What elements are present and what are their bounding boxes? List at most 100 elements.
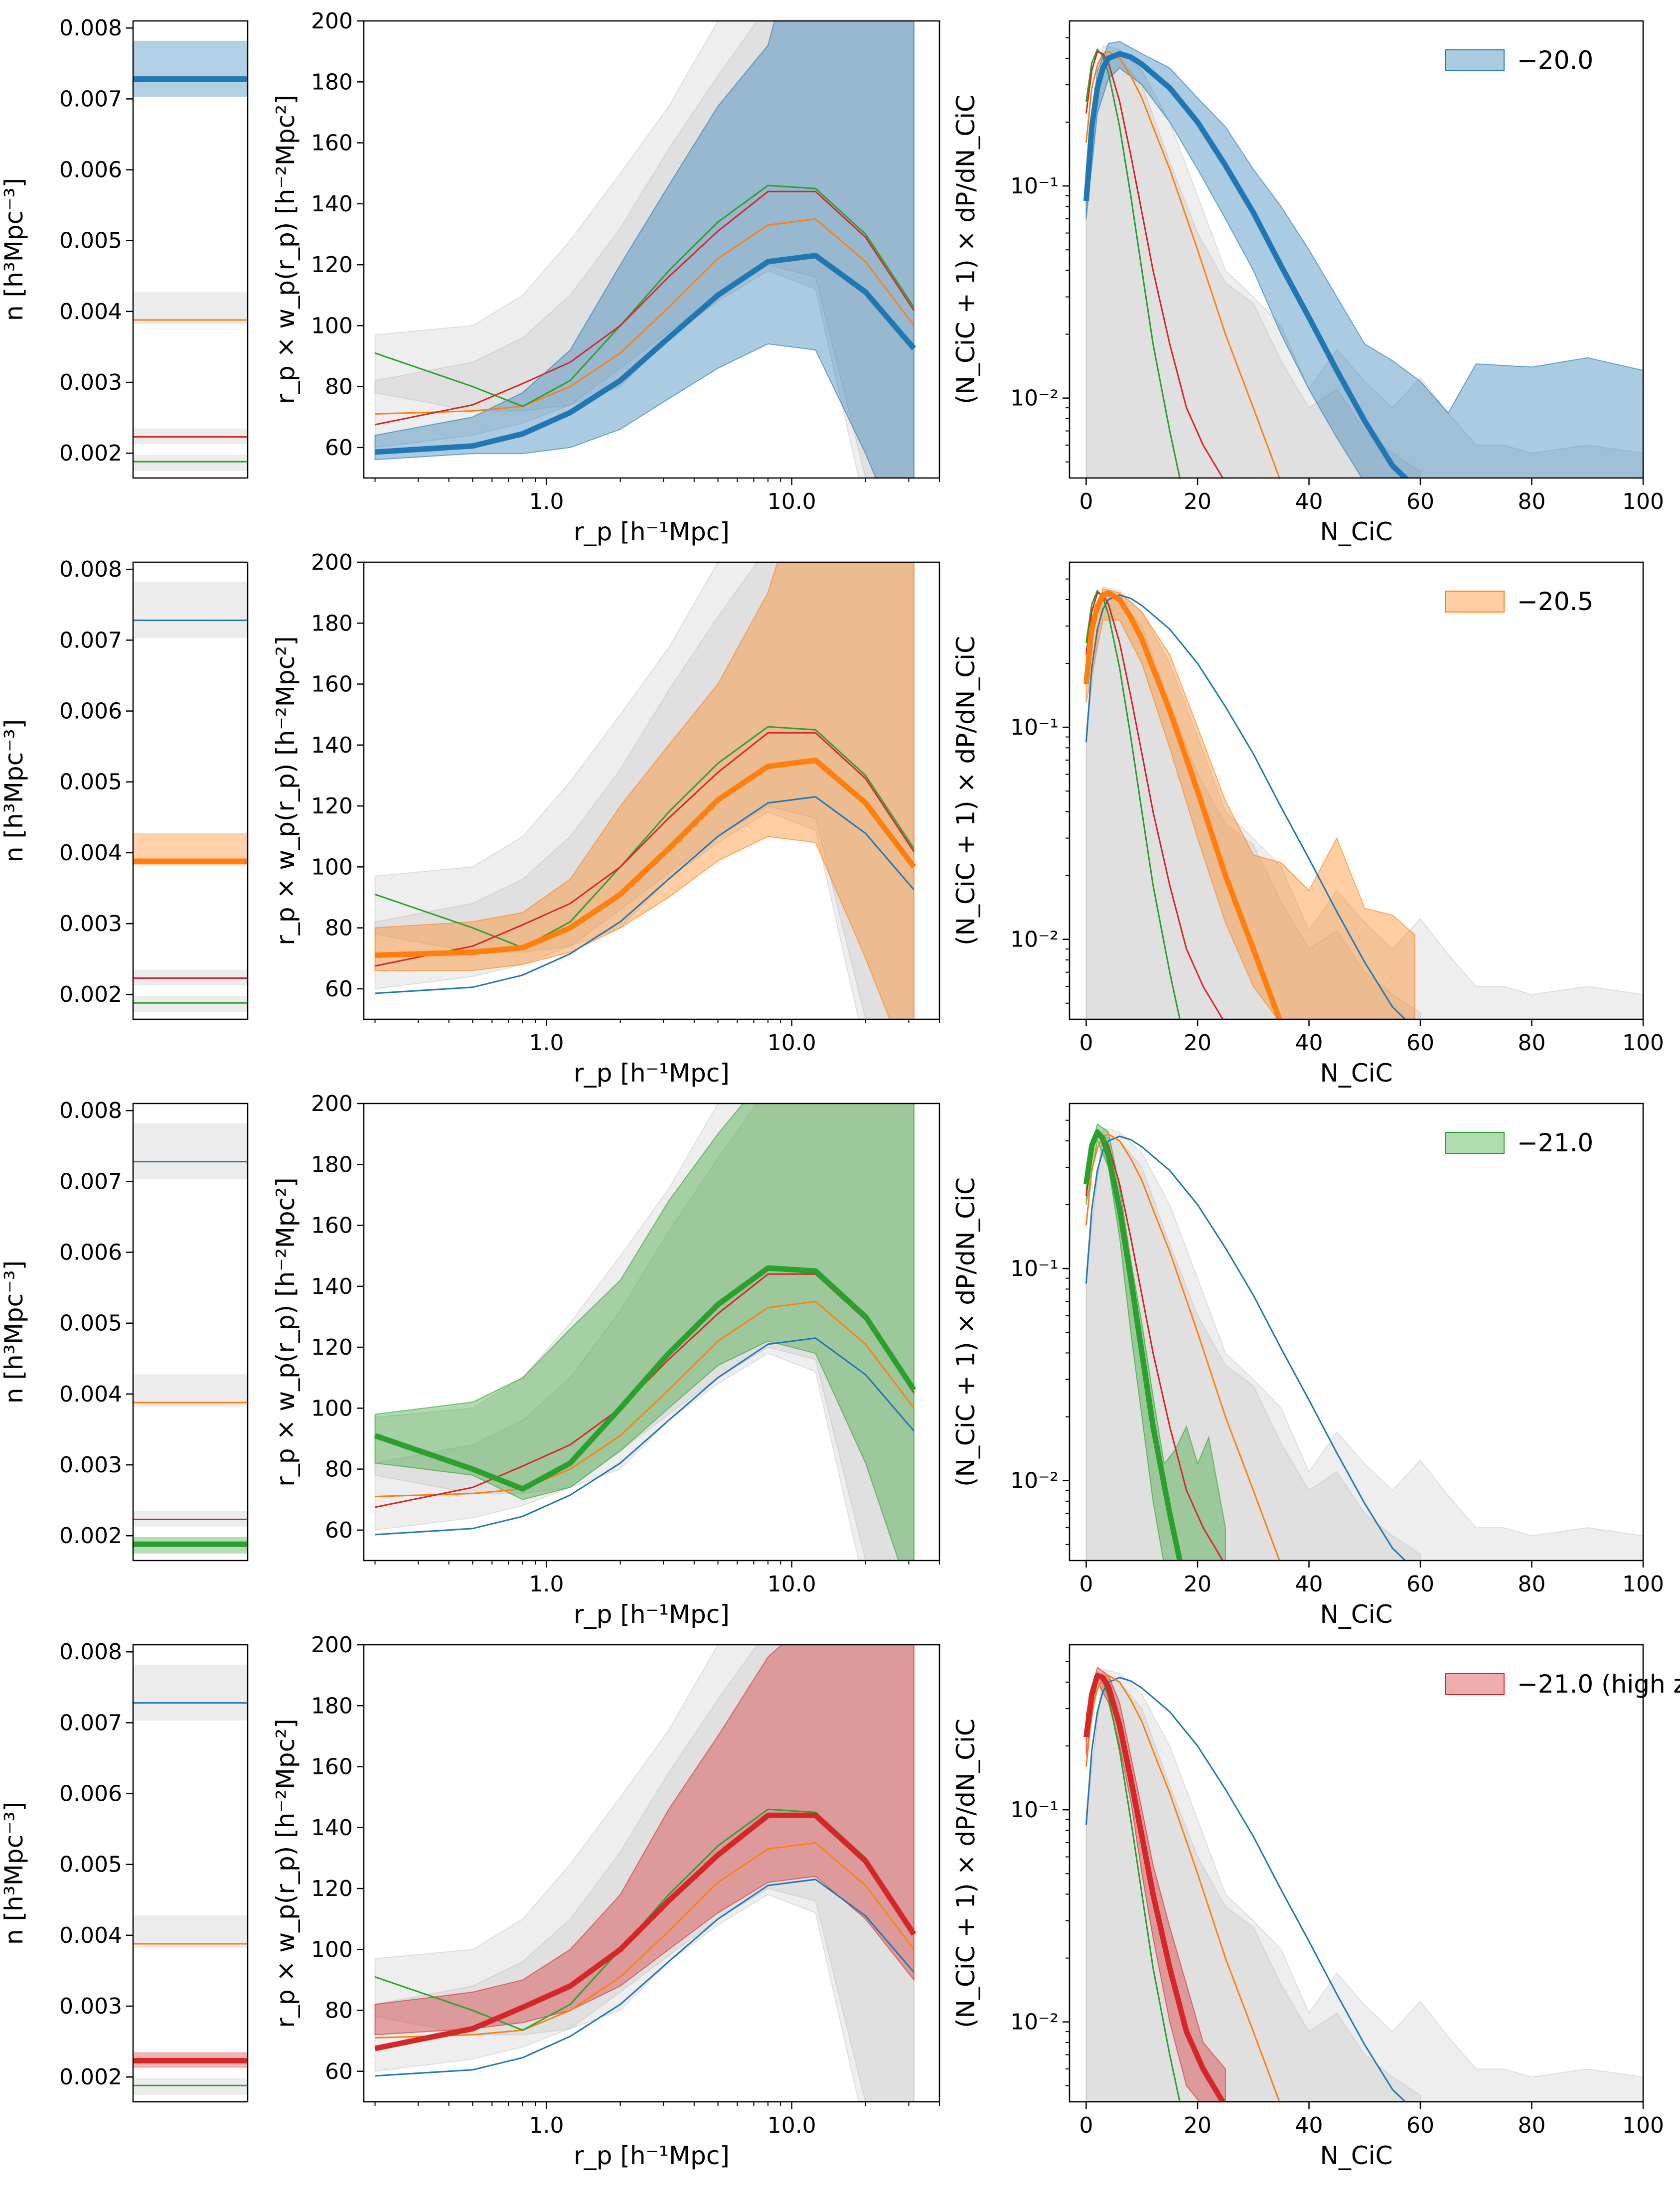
wp-line-dim [375, 726, 915, 948]
cic-xtick-label: 60 [1406, 489, 1434, 514]
legend: −20.0 [1445, 46, 1593, 75]
cic-xlabel: N_CiC [1320, 1059, 1392, 1088]
cic-panel-row-2: 10⁻² 10⁻¹ 0 20 40 60 80 100 N_CiC (N_CiC + 1) × d… [951, 561, 1664, 1088]
cic-xtick-label: 0 [1079, 2113, 1093, 2138]
cic-line-dim [1083, 1129, 1183, 1561]
density-ytick-label: 0.005 [59, 228, 122, 254]
wp-ytick-label: 180 [311, 1693, 353, 1719]
density-ylabel: n [h³Mpc⁻³] [0, 1802, 28, 1945]
row-3: 0.002 0.003 0.004 0.005 0.006 0.007 0.008 n [h³… [0, 1091, 1664, 1629]
density-band-faint [133, 1374, 248, 1407]
cic-gray-envelope [1085, 594, 1421, 1019]
cic-ytick-label: 10⁻¹ [1010, 715, 1059, 740]
wp-ytick-label: 120 [311, 1335, 353, 1360]
cic-xtick-label: 20 [1184, 1571, 1212, 1597]
wp-xtick-label: 1.0 [529, 489, 564, 514]
density-band-dim [133, 996, 248, 1012]
cic-gray-envelope [1085, 53, 1421, 478]
cic-line-faint_hz [1085, 50, 1224, 478]
cic-gray-envelope [1085, 1135, 1421, 1561]
wp-xtick-label: 1.0 [529, 1571, 564, 1597]
wp-band-faint_hz [374, 1645, 915, 2036]
wp-frame [363, 20, 940, 479]
legend: −21.0 [1445, 1128, 1593, 1157]
cic-line-faint_hz [1083, 1673, 1226, 2102]
cic-xlabel: N_CiC [1320, 1600, 1392, 1629]
wp-ylabel: r_p × w_p(r_p) [h⁻²Mpc²] [271, 1177, 300, 1486]
cic-line-bright [1085, 1677, 1406, 2102]
cic-ytick-label: 10⁻² [1010, 1468, 1059, 1494]
density-ytick-label: 0.003 [59, 1452, 122, 1478]
wp-line-faint [375, 1300, 915, 1498]
density-ytick-label: 0.007 [59, 1710, 122, 1735]
cic-band-bright [1085, 41, 1643, 478]
density-band-faint [133, 1915, 248, 1948]
wp-gray-envelope [374, 21, 915, 478]
density-ytick-label: 0.006 [59, 1240, 122, 1265]
density-ytick-label: 0.005 [59, 1311, 122, 1336]
cic-line-dim [1085, 589, 1181, 1019]
wp-ytick-label: 200 [311, 1632, 353, 1658]
wp-gray-envelope [374, 562, 915, 1019]
wp-line-dim [375, 184, 915, 407]
wp-line-faint_hz [375, 732, 915, 967]
cic-xtick-label: 40 [1295, 1571, 1323, 1597]
wp-gray-envelope [374, 1645, 915, 2102]
legend-label: −21.0 [1517, 1128, 1593, 1157]
wp-ytick-label: 160 [311, 131, 353, 156]
wp-ytick-label: 140 [311, 191, 353, 217]
density-panel-row-3: 0.002 0.003 0.004 0.005 0.006 0.007 0.008 n [h³… [0, 1098, 249, 1562]
cic-xtick-label: 20 [1184, 2113, 1212, 2138]
cic-line-faint_hz [1085, 592, 1224, 1019]
cic-line-faint [1085, 1133, 1280, 1561]
legend-swatch [1445, 1132, 1505, 1154]
cic-line-bright [1085, 594, 1406, 1019]
row-1: 0.002 0.003 0.004 0.005 0.006 0.007 0.008 n [h³… [0, 8, 1664, 546]
cic-gray-envelope [1085, 586, 1643, 1019]
cic-line-bright [1085, 1135, 1406, 1561]
wp-xlabel: r_p [h⁻¹Mpc] [574, 1600, 730, 1629]
wp-ytick-label: 140 [311, 1274, 353, 1299]
cic-xtick-label: 100 [1622, 489, 1664, 514]
wp-ytick-label: 180 [311, 1152, 353, 1177]
wp-xtick-label: 10.0 [767, 2113, 816, 2138]
wp-gray-envelope [374, 562, 915, 1019]
density-ytick-label: 0.004 [59, 1923, 122, 1948]
wp-ytick-label: 60 [325, 2059, 353, 2084]
wp-frame [363, 561, 940, 1020]
cic-ytick-label: 10⁻² [1010, 386, 1059, 411]
wp-xlabel: r_p [h⁻¹Mpc] [574, 1059, 730, 1088]
cic-xtick-label: 0 [1079, 1030, 1093, 1056]
density-band-bright [133, 40, 248, 97]
density-ytick-label: 0.005 [59, 1852, 122, 1878]
legend-swatch [1445, 591, 1505, 613]
cic-xtick-label: 0 [1079, 489, 1093, 514]
density-ytick-label: 0.002 [59, 2064, 122, 2090]
wp-ytick-label: 100 [311, 313, 353, 338]
wp-line-faint_hz [374, 1812, 916, 2051]
legend-label: −20.5 [1517, 587, 1593, 616]
density-band-faint [133, 292, 248, 324]
density-ytick-label: 0.003 [59, 370, 122, 395]
cic-xtick-label: 80 [1518, 1030, 1546, 1056]
legend-swatch [1445, 1673, 1505, 1695]
density-panel-row-2: 0.002 0.003 0.004 0.005 0.006 0.007 0.008 n [h³… [0, 557, 249, 1020]
wp-panel-row-3: 60 80 100 120 140 160 180 200 1.0 10.0 r_p [h⁻¹Mpc… [271, 1091, 940, 1629]
density-ytick-label: 0.008 [59, 15, 122, 41]
density-ytick-label: 0.004 [59, 299, 122, 324]
wp-ytick-label: 80 [325, 1998, 353, 2024]
cic-xtick-label: 60 [1406, 1030, 1434, 1056]
cic-line-faint [1083, 590, 1283, 1019]
wp-line-faint [375, 757, 916, 958]
wp-ytick-label: 200 [311, 550, 353, 575]
cic-gray-envelope [1085, 1668, 1643, 2102]
density-ytick-label: 0.006 [59, 1781, 122, 1807]
density-ytick-label: 0.003 [59, 911, 122, 937]
wp-frame [363, 1644, 940, 2103]
row-4: 0.002 0.003 0.004 0.005 0.006 0.007 0.008 n [h³… [0, 1632, 1680, 2170]
density-frame [132, 1102, 249, 1562]
wp-band-dim [374, 1103, 915, 1561]
wp-frame [363, 1102, 940, 1562]
wp-ytick-label: 80 [325, 916, 353, 941]
